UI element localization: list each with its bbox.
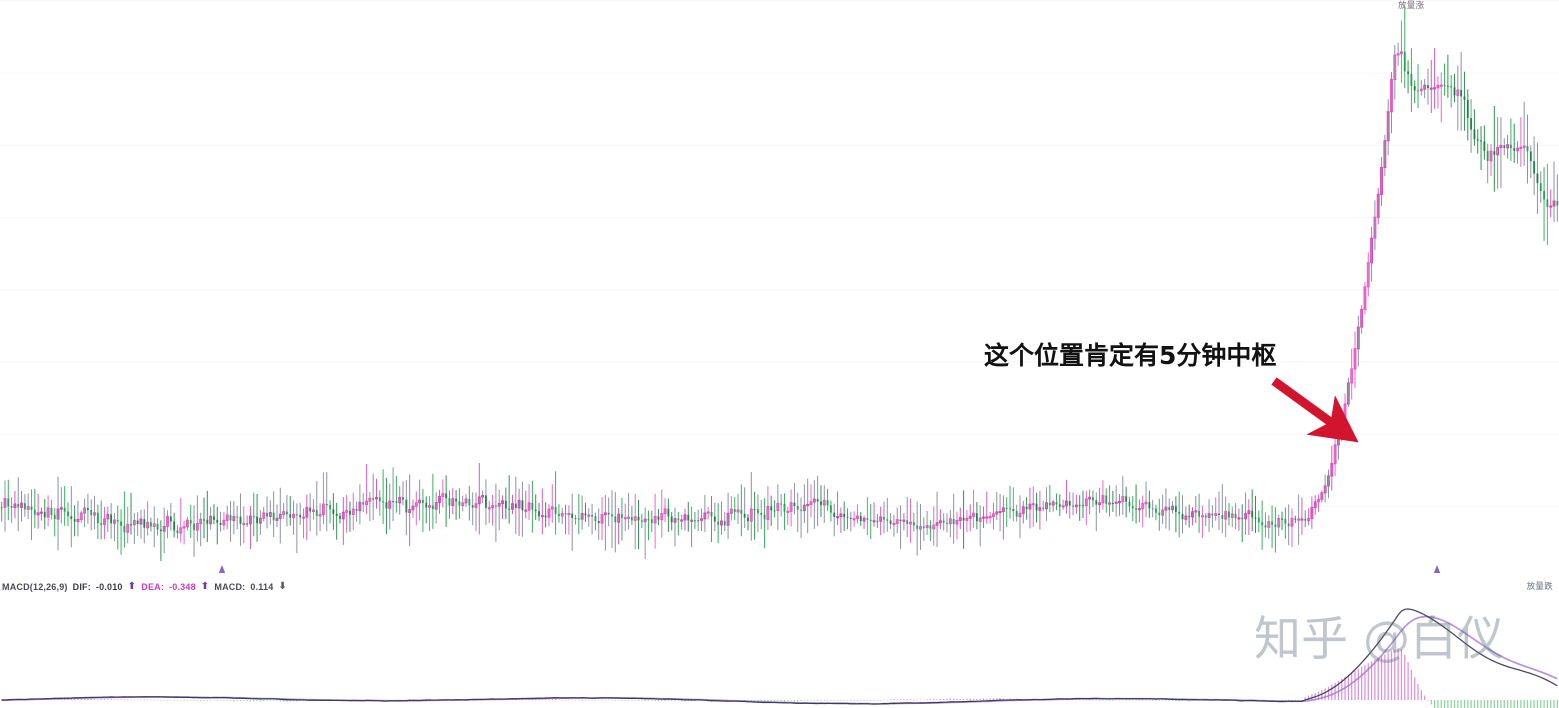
dea-label: DEA: — [141, 582, 165, 592]
arrow-up-icon-2: ⬆ — [200, 581, 210, 592]
macd-value: 0.114 — [250, 582, 274, 592]
bottom-right-note: 放量跌 — [1526, 581, 1553, 591]
top-right-volume-tag: 放量涨 — [1398, 0, 1425, 10]
price-panel — [0, 0, 1559, 578]
macd-indicator-name: MACD(12,26,9) — [2, 582, 68, 592]
arrow-down-icon: ⬇ — [278, 581, 288, 592]
candlestick-series — [0, 6, 1559, 573]
macd-label: MACD: — [214, 582, 246, 592]
macd-panel — [0, 594, 1559, 708]
annotation-label: 这个位置肯定有5分钟中枢 — [984, 341, 1277, 370]
dif-label: DIF: — [72, 582, 91, 592]
price-gridlines — [0, 0, 1559, 578]
dea-value: -0.348 — [169, 582, 196, 592]
arrow-up-icon: ⬆ — [127, 581, 137, 592]
macd-series — [1, 608, 1558, 708]
dif-value: -0.010 — [95, 582, 123, 592]
macd-indicator-legend[interactable]: MACD(12,26,9) DIF: -0.010 ⬆ DEA: -0.348 … — [2, 580, 287, 594]
